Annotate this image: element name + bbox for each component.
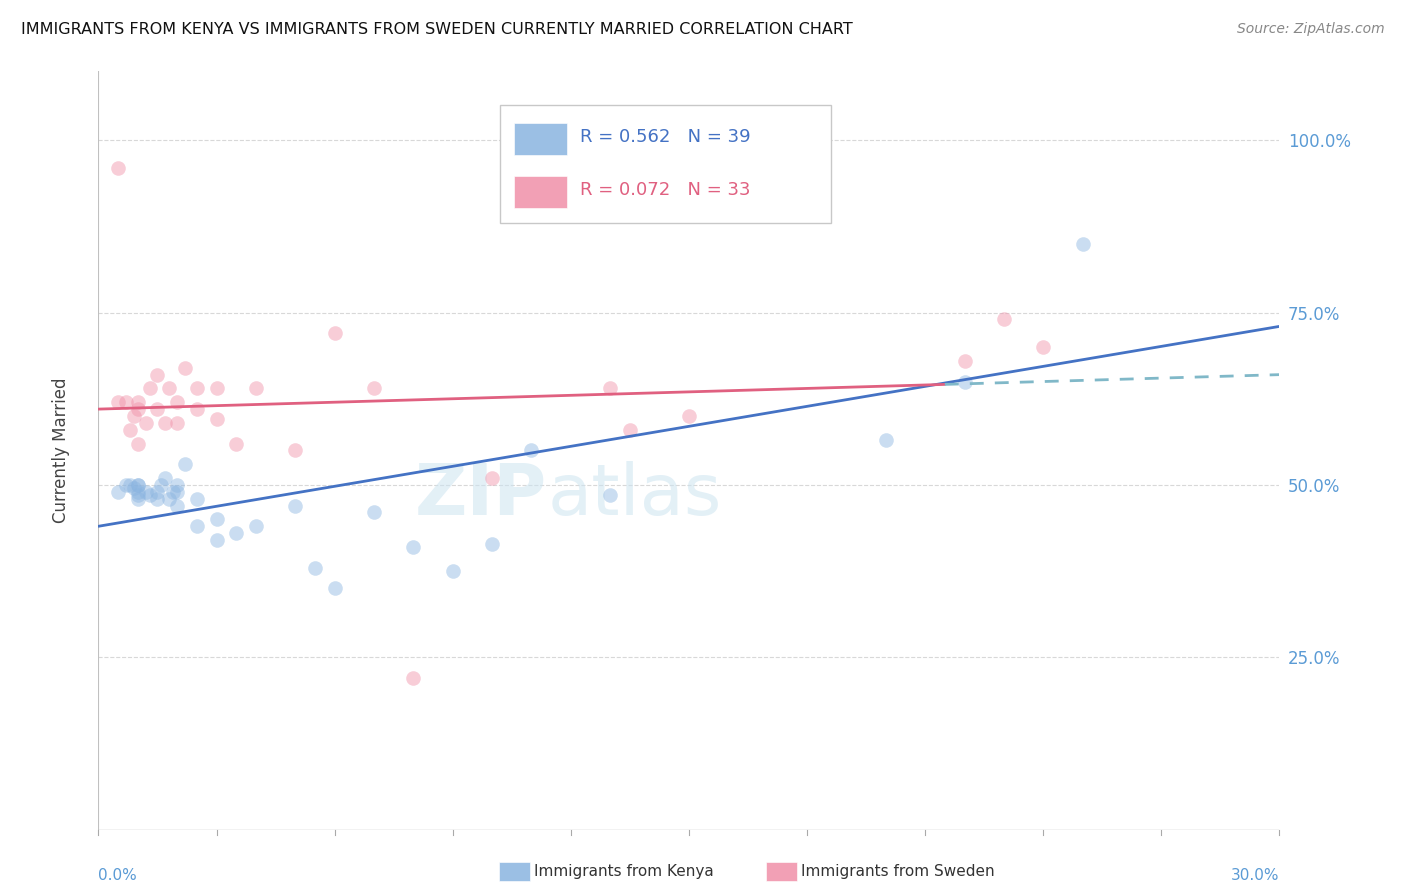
Text: ZIP: ZIP [415, 461, 547, 531]
Point [186, 402, 208, 417]
Point [186, 381, 208, 395]
Text: Currently Married: Currently Married [52, 377, 70, 524]
Point [135, 416, 157, 430]
Point [107, 161, 129, 175]
FancyBboxPatch shape [515, 176, 567, 208]
Point [135, 484, 157, 499]
Point [155, 471, 177, 485]
Point [205, 533, 228, 547]
Point [402, 671, 425, 685]
Point [599, 381, 621, 395]
Text: R = 0.072   N = 33: R = 0.072 N = 33 [581, 181, 751, 200]
Point [245, 519, 267, 533]
Point [115, 478, 138, 492]
Point [481, 471, 503, 485]
FancyBboxPatch shape [501, 105, 831, 223]
FancyBboxPatch shape [515, 123, 567, 155]
Text: R = 0.562   N = 39: R = 0.562 N = 39 [581, 128, 751, 146]
Point [122, 482, 145, 496]
Point [127, 395, 149, 409]
Point [284, 499, 307, 513]
Point [150, 478, 173, 492]
Point [875, 433, 897, 447]
Point [225, 436, 247, 450]
Point [155, 416, 177, 430]
Point [678, 409, 700, 423]
Point [186, 491, 208, 506]
Point [118, 478, 141, 492]
Point [166, 478, 188, 492]
Text: IMMIGRANTS FROM KENYA VS IMMIGRANTS FROM SWEDEN CURRENTLY MARRIED CORRELATION CH: IMMIGRANTS FROM KENYA VS IMMIGRANTS FROM… [21, 22, 853, 37]
Point [127, 484, 149, 499]
Point [118, 423, 141, 437]
Point [166, 499, 188, 513]
Point [146, 402, 169, 417]
Point [520, 443, 543, 458]
Point [619, 423, 641, 437]
Point [122, 409, 145, 423]
Point [993, 312, 1015, 326]
Point [1032, 340, 1054, 354]
Point [166, 395, 188, 409]
Point [323, 582, 346, 596]
Point [157, 491, 180, 506]
Point [166, 416, 188, 430]
Point [363, 506, 385, 520]
Point [127, 436, 149, 450]
Point [402, 540, 425, 554]
Point [157, 381, 180, 395]
Point [174, 457, 197, 471]
Text: Immigrants from Sweden: Immigrants from Sweden [801, 864, 995, 879]
Point [107, 484, 129, 499]
Point [127, 488, 149, 502]
Text: Source: ZipAtlas.com: Source: ZipAtlas.com [1237, 22, 1385, 37]
Point [205, 412, 228, 426]
Point [138, 381, 160, 395]
Point [127, 491, 149, 506]
Text: Immigrants from Kenya: Immigrants from Kenya [534, 864, 714, 879]
Point [205, 381, 228, 395]
Point [304, 560, 326, 574]
Point [127, 478, 149, 492]
Text: atlas: atlas [547, 461, 721, 531]
Point [599, 488, 621, 502]
Text: 30.0%: 30.0% [1232, 869, 1279, 883]
Point [284, 443, 307, 458]
Point [363, 381, 385, 395]
Point [174, 360, 197, 375]
Point [162, 484, 184, 499]
Point [146, 368, 169, 382]
Point [441, 564, 464, 578]
Point [1071, 236, 1094, 251]
Point [481, 536, 503, 550]
Point [186, 519, 208, 533]
Point [953, 375, 976, 389]
Point [146, 484, 169, 499]
Point [146, 491, 169, 506]
Point [127, 478, 149, 492]
Point [245, 381, 267, 395]
Point [953, 354, 976, 368]
Point [205, 512, 228, 526]
Point [166, 484, 188, 499]
Point [138, 488, 160, 502]
Point [107, 395, 129, 409]
Point [225, 526, 247, 541]
Text: 0.0%: 0.0% [98, 869, 138, 883]
Point [323, 326, 346, 341]
Point [115, 395, 138, 409]
Point [127, 402, 149, 417]
